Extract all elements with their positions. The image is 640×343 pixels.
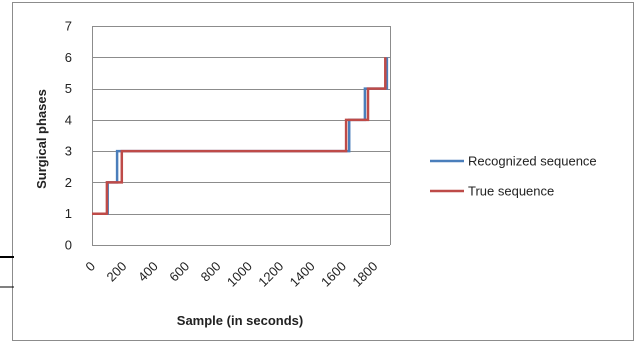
- chart-frame: [12, 2, 634, 341]
- legend: Recognized sequence True sequence: [430, 154, 597, 199]
- y-axis-tick-labels: 0 1 2 3 4 5 6 7: [65, 19, 72, 253]
- y-tick-label: 5: [65, 81, 72, 96]
- y-tick-label: 1: [65, 206, 72, 221]
- y-tick-label: 7: [65, 19, 72, 34]
- legend-label: Recognized sequence: [468, 154, 597, 169]
- series-lines: [92, 57, 389, 215]
- y-tick-label: 0: [65, 238, 72, 253]
- legend-label: True sequence: [468, 184, 554, 199]
- x-axis-title: Sample (in seconds): [177, 313, 303, 328]
- y-tick-label: 4: [65, 112, 72, 127]
- series-line-true: [92, 57, 387, 215]
- y-tick-label: 6: [65, 50, 72, 65]
- y-tick-label: 2: [65, 175, 72, 190]
- y-axis-title: Surgical phases: [34, 89, 49, 189]
- y-tick-label: 3: [65, 144, 72, 159]
